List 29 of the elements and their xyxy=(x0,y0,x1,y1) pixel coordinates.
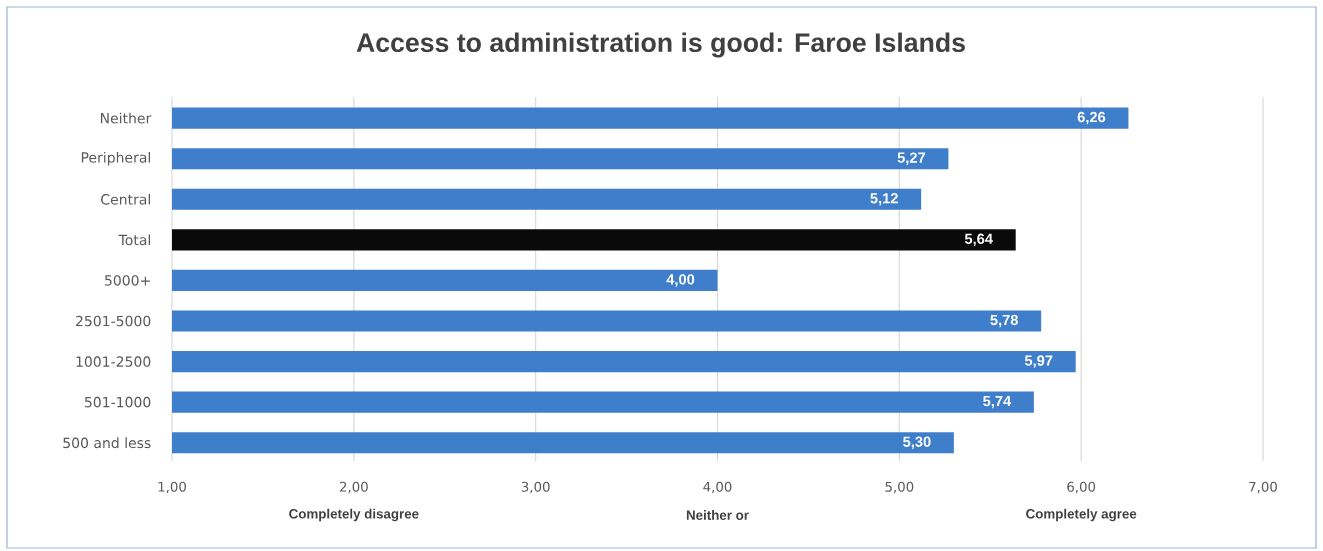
data-label: 5,78 xyxy=(990,314,1018,328)
data-label: 5,12 xyxy=(870,193,898,206)
data-label: 5,64 xyxy=(964,233,993,247)
data-label: 5,30 xyxy=(903,436,931,450)
y-tick-label: 2501-5000 xyxy=(76,315,151,327)
x-tick-label: 3,00 xyxy=(521,481,550,494)
text: Neither or xyxy=(686,510,749,520)
chart-title: Access to administration is good: Faroe Islands xyxy=(356,32,965,58)
text: Completely agree xyxy=(1026,508,1137,522)
data-label: 4,00 xyxy=(666,274,695,287)
y-tick-label: Neither xyxy=(100,112,152,124)
text: Completely disagree xyxy=(289,508,419,522)
y-tick-label: Peripheral xyxy=(81,151,150,166)
x-tick-label: 4,00 xyxy=(703,481,732,494)
y-tick-label: 5000+ xyxy=(105,275,150,286)
y-tick-label: 500 and less xyxy=(63,437,151,449)
y-tick-label: Total xyxy=(118,234,150,246)
x-tick-label: 5,00 xyxy=(885,481,914,494)
x-tick-label: 7,00 xyxy=(1249,481,1277,494)
y-tick-label: Central xyxy=(101,193,150,205)
data-label: 6,26 xyxy=(1077,111,1106,125)
data-label: 5,97 xyxy=(1024,355,1053,368)
x-tick-label: 1,00 xyxy=(158,481,186,494)
data-label: 5,74 xyxy=(983,395,1012,409)
x-tick-label: 6,00 xyxy=(1067,481,1096,494)
y-tick-label: 501-1000 xyxy=(84,396,151,408)
data-label: 5,27 xyxy=(897,152,926,165)
y-tick-label: 1001-2500 xyxy=(76,356,151,367)
x-tick-label: 2,00 xyxy=(339,481,368,494)
